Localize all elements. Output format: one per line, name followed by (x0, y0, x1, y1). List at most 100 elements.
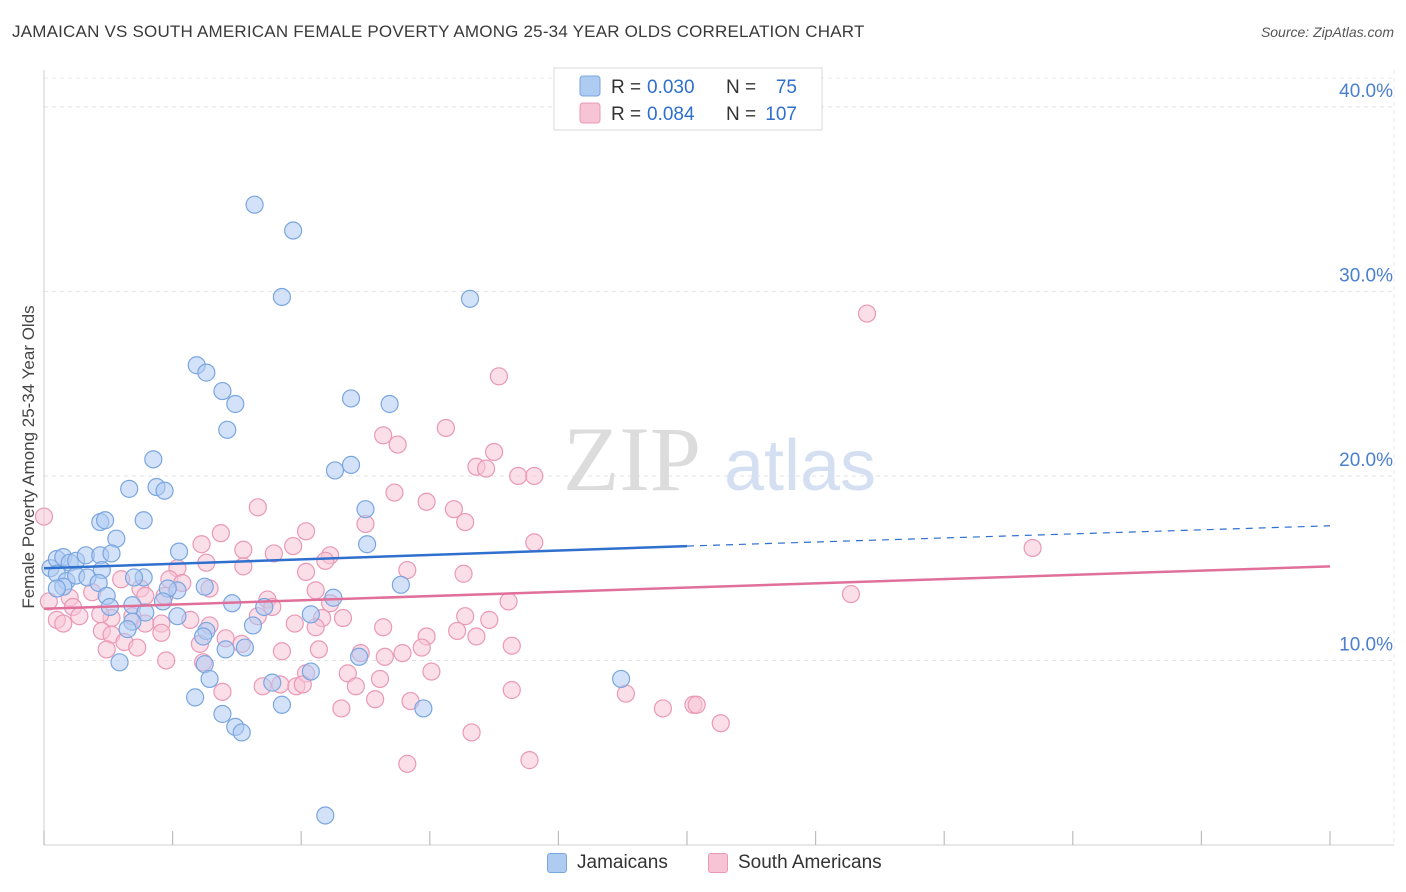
series-jamaicans (41, 195, 631, 825)
watermark-atlas: atlas (724, 426, 876, 506)
jamaicans-point-11 (144, 450, 163, 469)
south-americans-point-12 (248, 498, 267, 517)
bottom-legend-item-south-americans: South Americans (708, 852, 882, 874)
y-tick-label-1: 20.0% (1339, 450, 1393, 471)
legend-n-value-south-americans: 107 (765, 104, 797, 125)
south-americans-point-26 (525, 533, 544, 552)
jamaicans-point-22 (358, 535, 377, 554)
south-americans-point-64 (333, 608, 353, 628)
jamaicans-point-31 (102, 544, 121, 563)
trend-lines (43, 525, 1331, 611)
jamaicans-point-6 (213, 381, 232, 401)
south-americans-point-32 (454, 564, 473, 583)
jamaicans-point-67 (200, 669, 219, 689)
y-tick-labels: 10.0% 20.0% 30.0% 40.0% (1339, 81, 1393, 656)
south-americans-point-110 (520, 751, 539, 770)
trend-line-south-americans (43, 565, 1331, 611)
bottom-legend-label-south-americans: South Americans (738, 852, 882, 873)
south-americans-point-30 (296, 562, 316, 582)
south-americans-point-68 (480, 610, 499, 629)
south-americans-point-103 (653, 699, 672, 718)
jamaicans-point-46 (391, 575, 410, 594)
south-americans-point-23 (316, 551, 335, 570)
south-americans-point-45 (499, 592, 518, 611)
south-americans-point-9 (525, 466, 544, 486)
bottom-legend-label-jamaicans: Jamaicans (577, 852, 668, 873)
jamaicans-point-62 (235, 638, 255, 657)
jamaicans-point-56 (243, 616, 263, 635)
south-americans-point-16 (296, 522, 316, 541)
legend-n-label-jamaicans: N = (726, 77, 756, 98)
jamaicans-point-45 (47, 579, 66, 598)
jamaicans-point-14 (120, 479, 139, 498)
legend-n-label-south-americans: N = (726, 104, 756, 125)
chart-title: JAMAICAN VS SOUTH AMERICAN FEMALE POVERT… (12, 22, 865, 41)
jamaicans-point-72 (272, 695, 292, 714)
jamaicans-point-0 (245, 195, 264, 214)
south-americans-point-109 (398, 754, 417, 773)
jamaicans-point-69 (263, 673, 282, 692)
south-americans-point-79 (272, 642, 292, 661)
south-americans-point-92 (422, 662, 441, 681)
jamaicans-point-41 (195, 577, 214, 596)
legend-r-value-south-americans: 0.084 (647, 104, 695, 125)
south-americans-point-83 (393, 643, 412, 663)
trend-line-jamaicans-extension (686, 525, 1331, 547)
south-americans-point-71 (152, 623, 171, 642)
south-americans-point-80 (309, 640, 328, 659)
south-americans-point-84 (412, 638, 431, 657)
south-americans-point-19 (234, 540, 253, 559)
jamaicans-point-8 (341, 389, 361, 408)
south-americans-point-8 (509, 466, 528, 486)
jamaicans-point-40 (124, 568, 144, 587)
jamaicans-point-75 (232, 723, 251, 742)
legend-r-label-south-americans: R = (611, 104, 641, 125)
bottom-legend-swatch-south-americans (708, 853, 728, 873)
legend-r-label-jamaicans: R = (611, 77, 641, 98)
jamaicans-point-68 (186, 688, 205, 707)
jamaicans-point-61 (216, 640, 235, 659)
jamaicans-point-66 (301, 662, 320, 681)
south-americans-point-18 (192, 535, 211, 554)
watermark-zip: ZIP (563, 408, 701, 510)
jamaicans-point-12 (341, 455, 361, 474)
south-americans-point-67 (456, 607, 475, 626)
south-americans-point-3 (374, 426, 393, 445)
south-americans-point-1 (489, 367, 509, 386)
bottom-legend-item-jamaicans: Jamaicans (547, 852, 668, 874)
jamaicans-point-59 (194, 627, 213, 646)
south-americans-point-87 (157, 651, 176, 670)
south-americans-point-102 (502, 680, 521, 700)
south-americans-point-105 (687, 695, 706, 714)
jamaicans-point-7 (226, 394, 245, 414)
jamaicans-point-19 (134, 511, 153, 530)
south-americans-point-91 (370, 669, 390, 689)
jamaicans-point-48 (153, 592, 173, 611)
top-legend: R = 0.030 N = 75 R = 0.084 N = 107 (553, 67, 823, 131)
south-americans-point-61 (285, 614, 304, 633)
jamaicans-point-71 (414, 699, 433, 718)
series-south-americans (34, 304, 1042, 773)
south-americans-point-11 (417, 492, 436, 511)
legend-n-value-jamaicans: 75 (776, 77, 797, 98)
legend-swatch-jamaicans (579, 75, 601, 97)
watermark: ZIP atlas (563, 408, 876, 510)
y-tick-label-2: 30.0% (1339, 265, 1393, 286)
south-americans-point-86 (467, 627, 486, 646)
jamaicans-point-2 (272, 287, 292, 307)
south-americans-point-24 (264, 544, 283, 563)
jamaicans-point-76 (316, 806, 335, 825)
axes (43, 70, 1394, 846)
south-americans-point-2 (436, 418, 455, 438)
south-americans-point-98 (213, 682, 232, 701)
south-americans-point-13 (444, 500, 464, 519)
south-americans-point-27 (1023, 538, 1042, 558)
jamaicans-point-9 (380, 394, 399, 414)
south-americans-point-38 (306, 581, 325, 600)
jamaicans-point-13 (325, 461, 345, 480)
jamaicans-point-5 (197, 363, 216, 382)
south-americans-point-0 (857, 304, 877, 323)
south-americans-point-85 (502, 636, 521, 655)
south-americans-point-52 (54, 614, 73, 633)
south-americans-point-48 (39, 592, 58, 611)
